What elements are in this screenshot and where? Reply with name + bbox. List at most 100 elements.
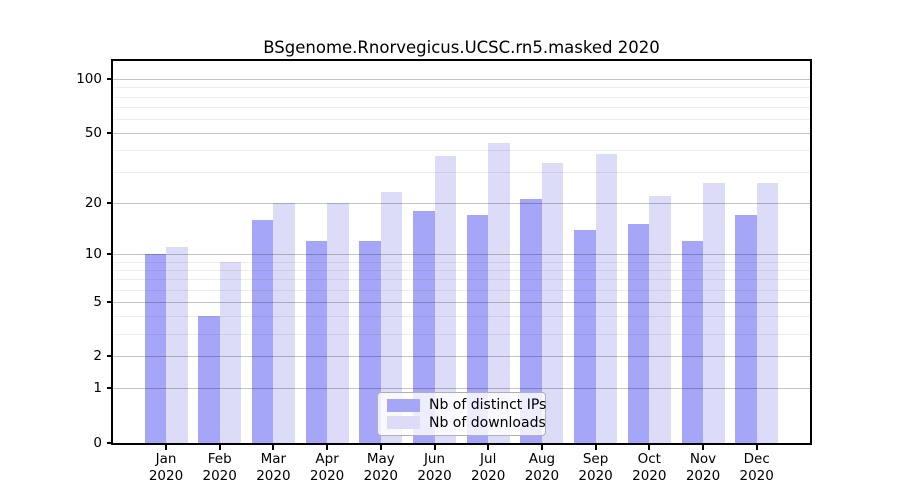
gridline-major-20: [113, 203, 810, 205]
gridline-minor-90: [113, 87, 810, 89]
bar-may-downloads: [380, 192, 403, 443]
bar-jul-distinct-ips: [466, 215, 489, 443]
legend-swatch-downloads: [387, 416, 420, 430]
gridline-minor-7: [113, 279, 810, 281]
x-tick-sep: [594, 445, 597, 450]
bar-feb-downloads: [219, 261, 242, 443]
x-tick-month-apr: Apr: [315, 451, 339, 467]
x-tick-year-apr: 2020: [309, 468, 345, 484]
y-tick-label-0: 0: [93, 435, 102, 451]
x-tick-month-jun: Jun: [423, 451, 446, 467]
bar-aug-distinct-ips: [520, 199, 542, 443]
x-tick-label-aug: Aug 2020: [514, 451, 570, 485]
x-tick-oct: [648, 445, 651, 450]
x-tick-label-jan: Jan 2020: [138, 451, 194, 485]
bar-feb-distinct-ips: [198, 316, 220, 443]
plot-area: [113, 61, 810, 443]
legend-item-downloads: Nb of downloads: [387, 415, 546, 431]
x-tick-month-aug: Aug: [528, 451, 556, 467]
x-tick-month-jan: Jan: [155, 451, 177, 467]
x-tick-year-nov: 2020: [685, 468, 721, 484]
x-tick-label-mar: Mar 2020: [245, 451, 301, 485]
x-tick-year-oct: 2020: [632, 468, 667, 484]
bar-apr-distinct-ips: [305, 240, 328, 443]
x-tick-month-feb: Feb: [207, 451, 232, 467]
x-tick-dec: [755, 445, 758, 450]
x-tick-label-may: May 2020: [353, 451, 409, 485]
bar-mar-downloads: [273, 203, 295, 443]
gridline-major-100: [113, 79, 810, 81]
y-tick-label-50: 50: [84, 125, 102, 142]
y-tick-0: [107, 442, 113, 444]
gridline-minor-70: [113, 106, 810, 108]
y-tick-20: [107, 202, 113, 205]
bar-nov-distinct-ips: [681, 240, 703, 443]
bar-dec-distinct-ips: [735, 215, 757, 443]
bar-may-distinct-ips: [359, 240, 381, 443]
x-tick-year-jun: 2020: [417, 468, 452, 484]
x-tick-year-mar: 2020: [256, 468, 291, 484]
gridline-major-1: [113, 388, 810, 390]
x-tick-jun: [433, 445, 436, 450]
y-tick-1: [107, 387, 113, 390]
bar-sep-distinct-ips: [574, 229, 596, 443]
legend-item-distinct-ips: Nb of distinct IPs: [387, 397, 546, 413]
gridline-minor-80: [113, 96, 810, 98]
x-tick-month-nov: Nov: [689, 451, 717, 467]
gridline-minor-3: [113, 333, 810, 335]
bar-jan-downloads: [166, 247, 188, 443]
legend-label-downloads: Nb of downloads: [429, 414, 546, 431]
y-tick-label-20: 20: [84, 195, 102, 212]
x-tick-nov: [702, 445, 704, 450]
y-tick-label-100: 100: [76, 71, 102, 88]
gridline-major-2: [113, 356, 810, 358]
x-tick-month-may: May: [366, 451, 395, 467]
y-tick-label-5: 5: [93, 293, 102, 310]
gridline-minor-6: [113, 289, 810, 291]
bar-aug-downloads: [541, 162, 564, 443]
y-tick-5: [107, 300, 113, 303]
y-tick-10: [107, 252, 113, 255]
x-tick-label-sep: Sep 2020: [568, 451, 624, 485]
x-tick-month-mar: Mar: [260, 451, 287, 467]
x-tick-feb: [218, 445, 221, 450]
gridline-minor-8: [113, 269, 810, 271]
x-tick-month-oct: Oct: [637, 451, 661, 467]
x-tick-label-apr: Apr 2020: [299, 451, 355, 485]
x-tick-year-may: 2020: [363, 468, 398, 484]
gridline-major-10: [113, 253, 810, 255]
bar-jul-downloads: [488, 142, 510, 443]
x-tick-year-jul: 2020: [471, 468, 506, 484]
gridline-major-5: [113, 301, 810, 303]
x-tick-month-dec: Dec: [743, 451, 770, 467]
x-tick-jan: [165, 445, 167, 450]
x-tick-label-feb: Feb 2020: [192, 451, 248, 485]
legend-swatch-distinct-ips: [387, 398, 420, 412]
bar-mar-distinct-ips: [251, 219, 274, 443]
x-tick-label-oct: Oct 2020: [621, 451, 677, 485]
y-tick-2: [107, 355, 113, 358]
y-tick-label-10: 10: [84, 245, 102, 262]
bar-jun-distinct-ips: [413, 210, 435, 443]
x-tick-year-feb: 2020: [202, 468, 237, 484]
bar-jun-downloads: [434, 156, 456, 443]
x-tick-label-jun: Jun 2020: [407, 451, 463, 485]
bar-dec-downloads: [756, 183, 779, 443]
x-tick-mar: [272, 445, 275, 450]
x-tick-jul: [487, 445, 490, 450]
y-tick-label-1: 1: [93, 380, 102, 397]
gridline-major-50: [113, 133, 810, 135]
x-tick-label-nov: Nov 2020: [675, 451, 731, 485]
x-tick-aug: [540, 445, 543, 450]
x-tick-year-aug: 2020: [524, 468, 560, 484]
x-tick-month-sep: Sep: [582, 451, 609, 467]
x-tick-label-jul: Jul 2020: [460, 451, 516, 485]
chart-title: BSgenome.Rnorvegicus.UCSC.rn5.masked 202…: [263, 38, 660, 57]
gridline-minor-60: [113, 118, 810, 120]
x-tick-apr: [326, 445, 329, 450]
bar-jan-distinct-ips: [144, 253, 166, 443]
y-tick-100: [107, 78, 113, 81]
x-tick-label-dec: Dec 2020: [729, 451, 785, 485]
gridline-minor-30: [113, 172, 810, 174]
